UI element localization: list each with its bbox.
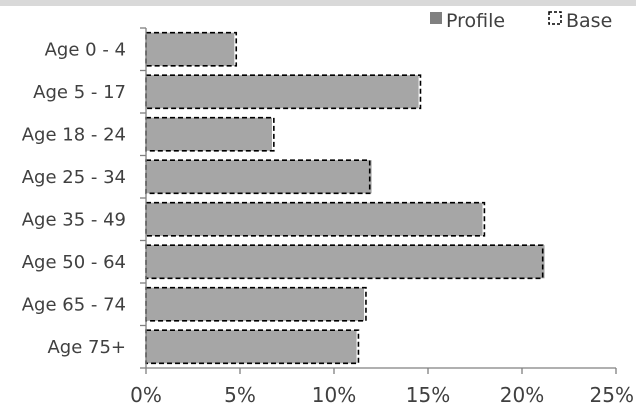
bar-profile-0 xyxy=(146,32,235,66)
category-label-4: Age 35 - 49 xyxy=(22,209,126,230)
category-labels: Age 0 - 4 Age 5 - 17 Age 18 - 24 Age 25 - 3… xyxy=(22,39,126,358)
legend: Profile Base xyxy=(430,10,612,32)
legend-base-swatch xyxy=(548,11,562,25)
bar-profile-2 xyxy=(146,117,272,151)
bar-profile-5 xyxy=(146,245,545,279)
category-label-0: Age 0 - 4 xyxy=(45,39,126,60)
category-label-6: Age 65 - 74 xyxy=(22,294,126,315)
x-tick-labels: 0% 5% 10% 15% 20% 25% xyxy=(130,383,634,407)
x-tick-label-4: 20% xyxy=(500,383,544,407)
legend-profile-label: Profile xyxy=(446,10,505,32)
bar-base-1 xyxy=(145,74,422,110)
category-label-1: Age 5 - 17 xyxy=(33,82,126,103)
category-label-2: Age 18 - 24 xyxy=(22,124,126,145)
bar-profile-4 xyxy=(146,202,483,236)
legend-profile-swatch xyxy=(430,12,442,24)
x-tick-label-1: 5% xyxy=(224,383,256,407)
bar-profile-6 xyxy=(146,287,365,321)
x-tick-label-2: 10% xyxy=(312,383,356,407)
legend-base-label: Base xyxy=(566,10,612,32)
bar-base-4 xyxy=(145,201,486,237)
axes-layer xyxy=(140,27,617,374)
category-label-3: Age 25 - 34 xyxy=(22,167,126,188)
bar-profile-3 xyxy=(146,160,372,194)
category-label-5: Age 50 - 64 xyxy=(22,252,126,273)
bars-layer xyxy=(145,31,545,365)
bar-base-0 xyxy=(145,31,238,67)
x-tick-label-3: 15% xyxy=(406,383,450,407)
category-label-7: Age 75+ xyxy=(47,337,126,358)
bar-profile-1 xyxy=(146,75,419,109)
top-border-strip xyxy=(0,0,636,6)
bar-profile-7 xyxy=(146,330,357,364)
x-tick-label-0: 0% xyxy=(130,383,162,407)
x-tick-label-5: 25% xyxy=(590,383,634,407)
